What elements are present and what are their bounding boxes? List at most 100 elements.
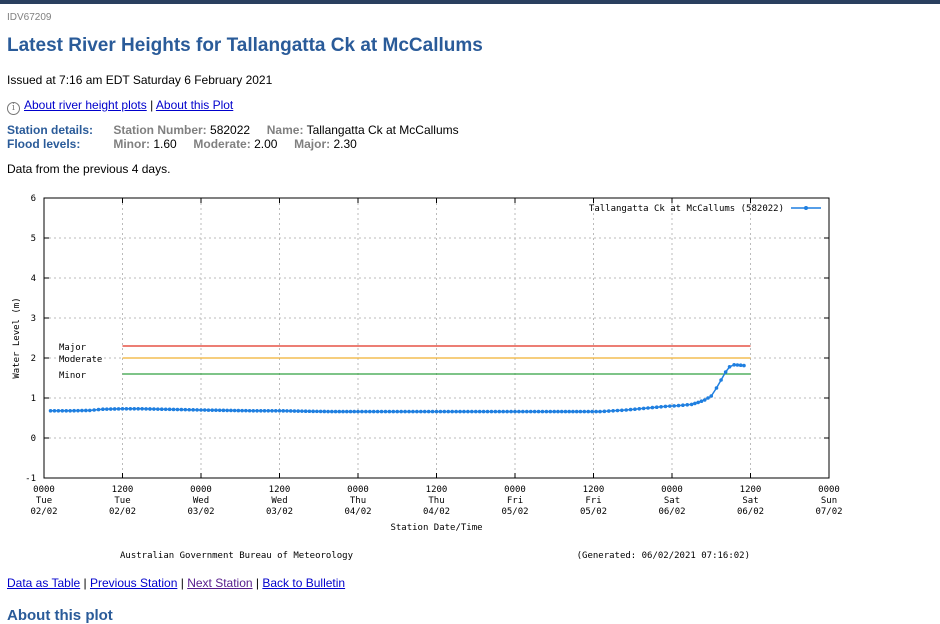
station-name: Tallangatta Ck at McCallums [306, 123, 459, 137]
series-point [521, 409, 525, 414]
previous-station-link[interactable]: Previous Station [89, 576, 178, 590]
y-tick-label: 1 [31, 394, 36, 404]
series-point [240, 408, 244, 413]
x-tick-label: Sat [742, 496, 758, 506]
x-tick-label: 0000 [33, 485, 55, 495]
series-point [450, 409, 455, 414]
series-point [586, 409, 591, 414]
series-point [544, 409, 549, 414]
station-details-label: Station details: [7, 123, 94, 137]
series-point [524, 409, 529, 414]
series-point [578, 409, 583, 414]
series-point [266, 409, 271, 413]
about-river-height-plots-link[interactable]: About river height plots [24, 98, 147, 112]
about-this-plot-link[interactable]: About this Plot [155, 98, 234, 112]
series-point [112, 407, 117, 411]
series-point [105, 407, 109, 411]
legend-marker [804, 206, 808, 210]
series-point [300, 409, 304, 413]
series-point [732, 363, 736, 367]
x-tick-label: 05/02 [501, 507, 528, 517]
data-range-note: Data from the previous 4 days. [7, 162, 171, 176]
series-point [663, 404, 668, 409]
series-point [395, 409, 400, 414]
series-point [247, 408, 252, 413]
chart-footer-source: Australian Government Bureau of Meteorol… [120, 551, 354, 561]
series-point [337, 409, 342, 414]
series-point [383, 409, 388, 414]
series-point [426, 409, 431, 414]
series-point [517, 409, 521, 414]
series-point [659, 405, 663, 409]
x-tick-label: 05/02 [580, 507, 607, 517]
series-point [419, 409, 423, 414]
series-point [171, 407, 176, 412]
series-point [391, 409, 396, 414]
series-point [415, 409, 419, 414]
series-point [438, 409, 443, 414]
series-point [646, 406, 650, 410]
series-point [76, 408, 80, 413]
series-point [473, 409, 478, 414]
series-point [422, 409, 427, 414]
series-point [84, 408, 88, 413]
series-point [563, 409, 568, 414]
series-point [606, 409, 611, 413]
x-tick-label: Tue [36, 496, 52, 506]
series-point [676, 403, 681, 408]
moderate-value: 2.00 [254, 137, 278, 151]
series-point [344, 409, 349, 414]
top-links: i About river height plots | About this P… [7, 98, 233, 115]
series-point [128, 407, 133, 411]
series-point [481, 409, 486, 414]
series-point [96, 407, 101, 412]
data-as-table-link[interactable]: Data as Table [7, 576, 81, 590]
x-tick-label: 04/02 [423, 507, 450, 517]
series-point [637, 407, 642, 411]
series-point [195, 408, 199, 412]
series-point [685, 403, 690, 407]
major-value: 2.30 [333, 137, 357, 151]
x-tick-label: Wed [271, 496, 287, 506]
series-point [505, 409, 509, 414]
series-point [387, 409, 392, 414]
series-point [466, 409, 470, 414]
y-tick-label: 3 [31, 314, 36, 324]
series-point [399, 409, 403, 414]
series-point [654, 405, 659, 409]
series-point [497, 409, 502, 414]
series-point [567, 409, 572, 414]
back-to-bulletin-link[interactable]: Back to Bulletin [262, 576, 346, 590]
series-point [360, 409, 364, 414]
x-tick-label: 0000 [818, 485, 840, 495]
series-point [341, 409, 345, 414]
x-tick-label: Wed [193, 496, 209, 506]
series-point [571, 409, 575, 414]
x-tick-label: 02/02 [30, 507, 57, 517]
series-point [719, 378, 723, 382]
series-point [187, 407, 192, 412]
info-icon: i [7, 102, 20, 115]
series-point [633, 407, 637, 411]
next-station-link[interactable]: Next Station [187, 576, 253, 590]
series-point [582, 409, 587, 414]
series-point [236, 408, 241, 413]
series-point [477, 409, 482, 414]
series-point [430, 409, 435, 414]
x-axis-title: Station Date/Time [390, 523, 482, 533]
series-point [101, 407, 105, 411]
series-point [221, 408, 226, 413]
y-tick-label: 6 [31, 194, 36, 204]
series-point [120, 407, 125, 411]
flood-levels-label: Flood levels: [7, 137, 81, 151]
series-point [244, 408, 248, 413]
top-border [0, 0, 940, 4]
series-point [296, 409, 300, 413]
series-point [148, 407, 152, 411]
series-point [136, 407, 140, 411]
series-point [650, 405, 655, 410]
series-point [251, 409, 256, 413]
threshold-label-major: Major [59, 343, 87, 353]
y-tick-label: 0 [31, 434, 36, 444]
series-point [364, 409, 368, 414]
